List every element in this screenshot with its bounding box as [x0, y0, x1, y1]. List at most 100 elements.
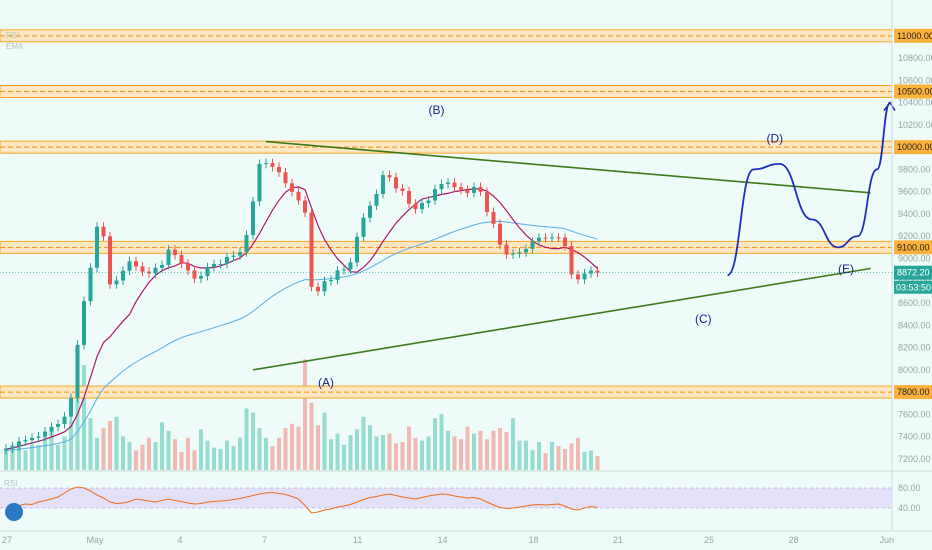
candle-body — [504, 244, 509, 255]
wave-label: (D) — [767, 132, 784, 146]
candle-body — [134, 261, 138, 267]
time-tick-label: Jun — [880, 535, 895, 545]
candle-body — [589, 270, 593, 274]
volume-bar — [394, 443, 398, 470]
volume-bar — [69, 421, 73, 470]
volume-bar — [264, 437, 268, 470]
candle-body — [524, 248, 528, 253]
candle-body — [49, 426, 54, 432]
volume-bar — [270, 446, 275, 470]
volume-bar — [23, 450, 28, 470]
rsi-line — [5, 486, 598, 514]
candle-body — [407, 191, 411, 204]
candle-body — [88, 267, 93, 302]
candle-body — [433, 189, 437, 201]
volume-bar — [251, 412, 255, 470]
candle-body — [127, 261, 132, 271]
volume-bar — [179, 451, 184, 470]
trendline-lower — [252, 267, 871, 371]
price-tick-label: 8000.00 — [898, 365, 931, 375]
candle-body — [212, 263, 216, 268]
level-band — [0, 140, 893, 154]
volume-bar — [407, 426, 411, 470]
volume-bar — [348, 435, 353, 470]
price-tick-label: 9800.00 — [898, 164, 931, 174]
candle-body — [166, 249, 171, 265]
volume-bar — [420, 440, 424, 470]
candle-body — [23, 440, 28, 442]
volume-bar — [355, 429, 359, 470]
current-price-label: 8872.20 — [897, 268, 930, 278]
volume-bar — [543, 453, 548, 470]
volume-bar — [563, 449, 567, 470]
volume-bar — [537, 442, 541, 470]
candle-body — [43, 431, 47, 437]
volume-bar — [153, 442, 158, 470]
candle-body — [147, 271, 151, 274]
rsi-tick-label: 40.00 — [898, 503, 921, 513]
price-tick-label: 9000.00 — [898, 253, 931, 263]
candle-body — [569, 246, 574, 275]
time-tick-label: 18 — [529, 535, 539, 545]
volume-bar — [82, 365, 86, 470]
volume-bar — [524, 440, 528, 470]
candle-body — [491, 211, 496, 224]
candle-body — [465, 189, 470, 193]
countdown-label: 03:53:50 — [896, 283, 931, 293]
candle-body — [244, 234, 249, 253]
tradingview-logo-icon[interactable] — [5, 503, 23, 521]
volume-bar — [231, 446, 236, 470]
volume-bar — [361, 416, 366, 470]
volume-bar — [205, 440, 210, 470]
candle-body — [394, 177, 398, 189]
candle-body — [387, 175, 392, 178]
volume-bar — [368, 425, 372, 470]
candle-body — [439, 184, 444, 190]
volume-bar — [303, 359, 307, 470]
level-band — [0, 29, 893, 43]
candle-body — [192, 270, 197, 279]
time-tick-label: 7 — [262, 535, 267, 545]
volume-bar — [309, 402, 314, 470]
volume-bar — [43, 433, 47, 470]
volume-bar — [218, 449, 223, 470]
volume-bar — [322, 412, 327, 470]
candle-body — [251, 201, 255, 235]
candle-body — [368, 205, 372, 218]
price-tick-label: 10600.00 — [898, 75, 932, 85]
volume-bar — [387, 433, 392, 470]
volume-bar — [582, 451, 587, 470]
candle-body — [270, 163, 275, 167]
volume-bar — [283, 428, 288, 470]
volume-bar — [576, 437, 580, 470]
candle-body — [576, 274, 580, 280]
candle-body — [543, 237, 548, 239]
volume-bar — [173, 439, 177, 470]
candle-body — [335, 270, 340, 280]
candle-body — [537, 237, 541, 242]
level-price-label: 9100.00 — [897, 242, 930, 252]
candle-body — [452, 182, 457, 188]
volume-bar — [530, 450, 535, 470]
volume-bar — [550, 442, 554, 470]
level-price-tag — [894, 84, 932, 99]
candle-body — [550, 237, 554, 239]
candle-body — [199, 275, 203, 279]
candle-body — [225, 256, 229, 264]
candle-body — [303, 200, 307, 213]
candle-body — [478, 187, 483, 192]
volume-bar — [108, 421, 112, 470]
candle-body — [186, 263, 190, 271]
candle-body — [381, 175, 385, 195]
candle-body — [69, 397, 73, 417]
volume-bar — [595, 456, 600, 470]
rsi-tick-label: 80.00 — [898, 483, 921, 493]
candle-body — [140, 266, 145, 272]
volume-bar — [244, 408, 249, 470]
price-tick-label: 10800.00 — [898, 53, 932, 63]
volume-bar — [186, 437, 190, 470]
level-price-tag — [894, 385, 932, 400]
volume-bar — [277, 437, 281, 470]
